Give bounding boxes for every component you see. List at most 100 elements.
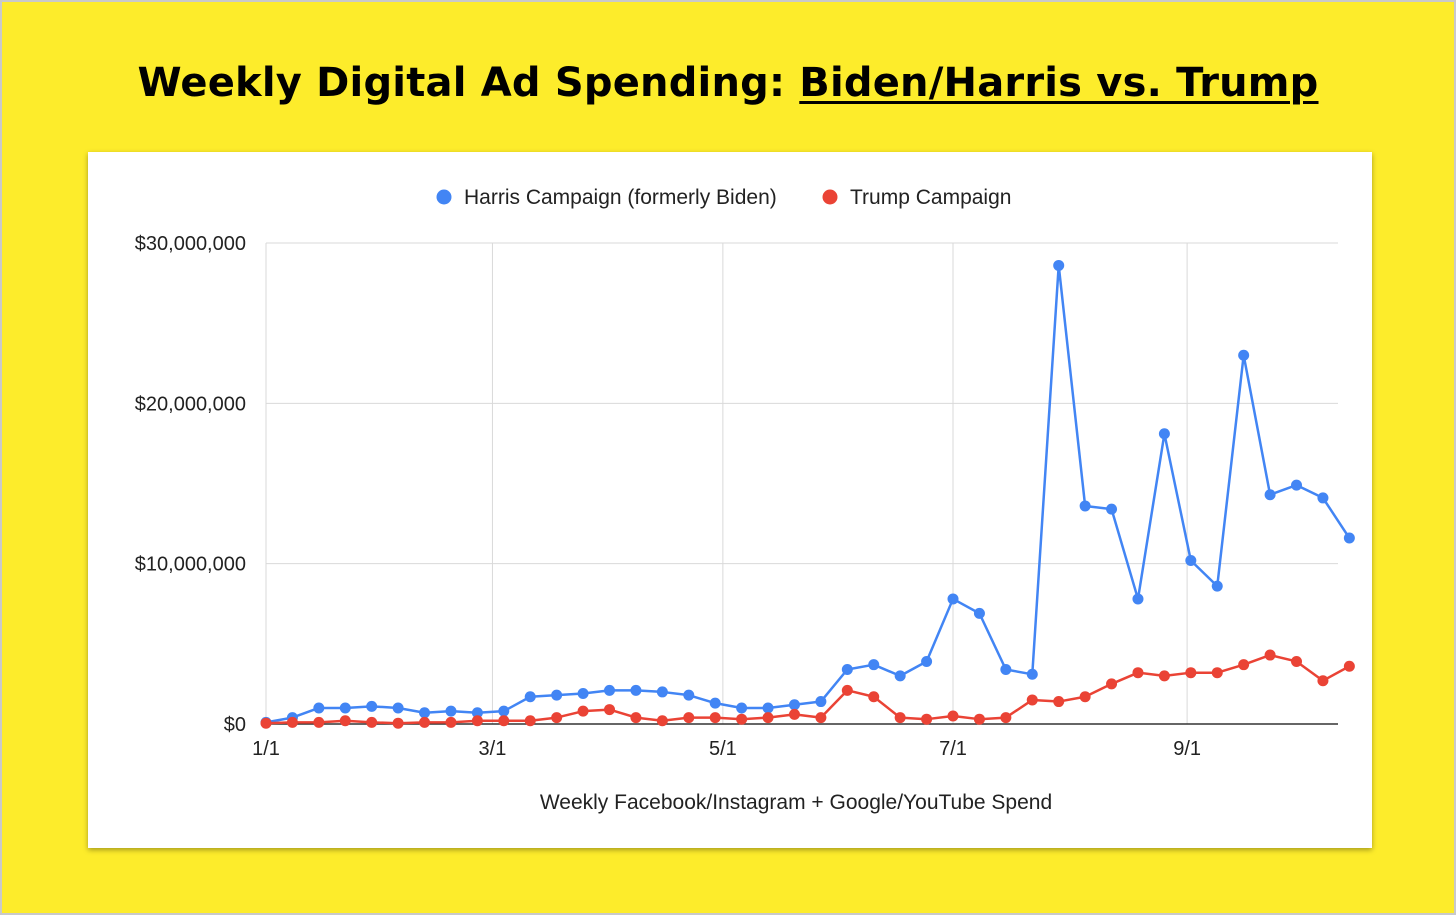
legend-item-1: Trump Campaign (822, 186, 1011, 209)
data-point (1343, 532, 1355, 544)
data-point (1132, 667, 1144, 679)
data-point (868, 691, 880, 703)
data-point (788, 708, 800, 720)
data-point (339, 715, 351, 727)
legend: Harris Campaign (formerly Biden) Trump Ca… (436, 186, 1011, 209)
data-point (1211, 667, 1223, 679)
data-point (419, 707, 431, 719)
data-point (921, 655, 933, 667)
data-point (1079, 691, 1091, 703)
data-point (841, 663, 853, 675)
data-point (577, 688, 589, 700)
legend-item-0: Harris Campaign (formerly Biden) (436, 186, 777, 209)
data-point (736, 702, 748, 714)
y-tick-label: $10,000,000 (135, 554, 246, 576)
data-point (366, 716, 378, 728)
data-point (894, 712, 906, 724)
line-chart: $0 $10,000,000 $20,000,000 $30,000,000 1/1 3/… (135, 186, 1355, 814)
data-point (630, 684, 642, 696)
legend-label: Harris Campaign (formerly Biden) (464, 186, 777, 209)
data-point (683, 712, 695, 724)
data-point (313, 702, 325, 714)
data-point (1132, 593, 1144, 605)
data-point (1106, 678, 1118, 690)
data-point (419, 716, 431, 728)
title-highlight: Biden/Harris vs. Trump (799, 60, 1319, 106)
data-point (762, 702, 774, 714)
data-point (630, 712, 642, 724)
x-axis-label: Weekly Facebook/Instagram + Google/YouTu… (540, 791, 1052, 814)
data-point (551, 689, 563, 701)
data-point (788, 699, 800, 711)
data-point (392, 702, 404, 714)
page-title: Weekly Digital Ad Spending: Biden/Harris… (2, 60, 1454, 106)
data-point (471, 715, 483, 727)
data-point (762, 712, 774, 724)
data-point (604, 684, 616, 696)
data-point (868, 659, 880, 671)
x-tick-label: 1/1 (252, 738, 280, 760)
title-prefix: Weekly Digital Ad Spending: (137, 60, 800, 106)
data-point (683, 689, 695, 701)
data-point (524, 715, 536, 727)
data-point (498, 705, 510, 717)
data-point (656, 686, 668, 698)
data-point (366, 700, 378, 712)
legend-label: Trump Campaign (850, 186, 1011, 209)
data-point (1158, 670, 1170, 682)
x-tick-label: 5/1 (709, 738, 737, 760)
data-point (1291, 479, 1303, 491)
data-point (392, 717, 404, 729)
data-point (260, 717, 272, 729)
x-tick-label: 3/1 (479, 738, 507, 760)
data-point (524, 691, 536, 703)
data-point (947, 593, 959, 605)
x-tick-label: 9/1 (1173, 738, 1201, 760)
data-point (709, 712, 721, 724)
y-tick-label: $30,000,000 (135, 233, 246, 255)
data-point (1026, 694, 1038, 706)
data-point (921, 713, 933, 725)
data-point (841, 684, 853, 696)
data-point (604, 704, 616, 716)
data-point (471, 707, 483, 719)
y-tick-label: $20,000,000 (135, 393, 246, 415)
data-point (1079, 500, 1091, 512)
data-point (1026, 668, 1038, 680)
data-point (1317, 675, 1329, 687)
data-point (1106, 503, 1118, 515)
y-tick-label: $0 (224, 714, 246, 736)
data-point (1053, 696, 1065, 708)
data-point (498, 715, 510, 727)
data-point (656, 715, 668, 727)
data-point (973, 607, 985, 619)
x-tick-label: 7/1 (939, 738, 967, 760)
data-point (1000, 712, 1012, 724)
data-point (445, 705, 457, 717)
data-point (1185, 554, 1197, 566)
data-point (709, 697, 721, 709)
data-point (551, 712, 563, 724)
data-point (1264, 489, 1276, 501)
data-point (1317, 492, 1329, 504)
legend-marker (822, 189, 838, 205)
series-lines (260, 259, 1355, 729)
data-point (1053, 259, 1065, 271)
axes: $0 $10,000,000 $20,000,000 $30,000,000 1/1 3/… (135, 233, 1338, 760)
data-point (577, 705, 589, 717)
data-point (313, 716, 325, 728)
data-point (1264, 649, 1276, 661)
data-point (1158, 428, 1170, 440)
data-point (445, 716, 457, 728)
data-point (286, 716, 298, 728)
data-point (339, 702, 351, 714)
data-point (894, 670, 906, 682)
data-point (1238, 349, 1250, 361)
data-point (815, 696, 827, 708)
data-point (736, 713, 748, 725)
data-point (1343, 660, 1355, 672)
data-point (1000, 663, 1012, 675)
data-point (973, 713, 985, 725)
data-point (815, 712, 827, 724)
